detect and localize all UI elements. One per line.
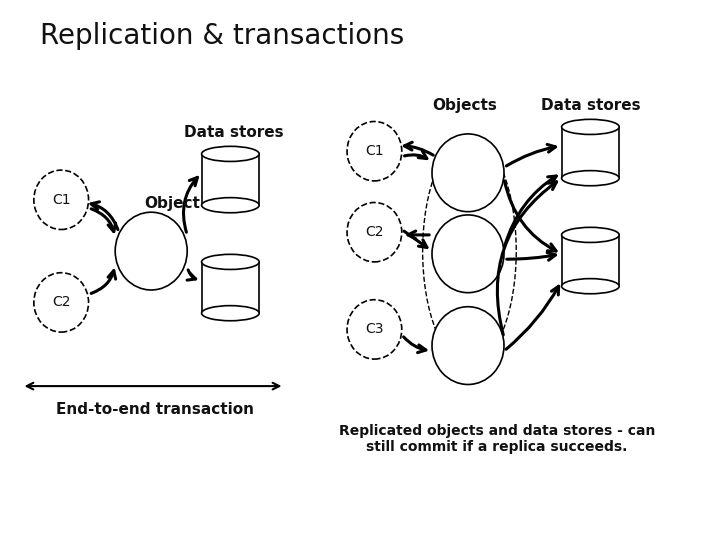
Text: End-to-end transaction: End-to-end transaction [56,402,254,417]
Ellipse shape [347,300,402,359]
Ellipse shape [432,307,504,384]
Ellipse shape [423,138,516,364]
Polygon shape [202,154,259,205]
Text: Data stores: Data stores [184,125,284,140]
Text: Objects: Objects [432,98,497,113]
Ellipse shape [34,273,89,332]
Ellipse shape [562,227,619,242]
Ellipse shape [562,119,619,134]
Polygon shape [562,127,619,178]
Ellipse shape [562,279,619,294]
Polygon shape [562,235,619,286]
Ellipse shape [347,122,402,181]
Ellipse shape [202,254,259,269]
Text: Object: Object [144,195,200,211]
Text: C3: C3 [365,322,384,336]
Ellipse shape [432,134,504,212]
Text: Replication & transactions: Replication & transactions [40,22,404,50]
Ellipse shape [562,171,619,186]
Text: C1: C1 [365,144,384,158]
Ellipse shape [202,306,259,321]
Ellipse shape [34,170,89,230]
Text: C2: C2 [365,225,384,239]
Polygon shape [202,262,259,313]
Ellipse shape [432,215,504,293]
Ellipse shape [115,212,187,290]
Text: C1: C1 [52,193,71,207]
Text: Data stores: Data stores [541,98,640,113]
Text: Replicated objects and data stores - can
still commit if a replica succeeds.: Replicated objects and data stores - can… [338,424,655,454]
Ellipse shape [202,146,259,161]
Ellipse shape [347,202,402,262]
Ellipse shape [202,198,259,213]
Text: C2: C2 [52,295,71,309]
